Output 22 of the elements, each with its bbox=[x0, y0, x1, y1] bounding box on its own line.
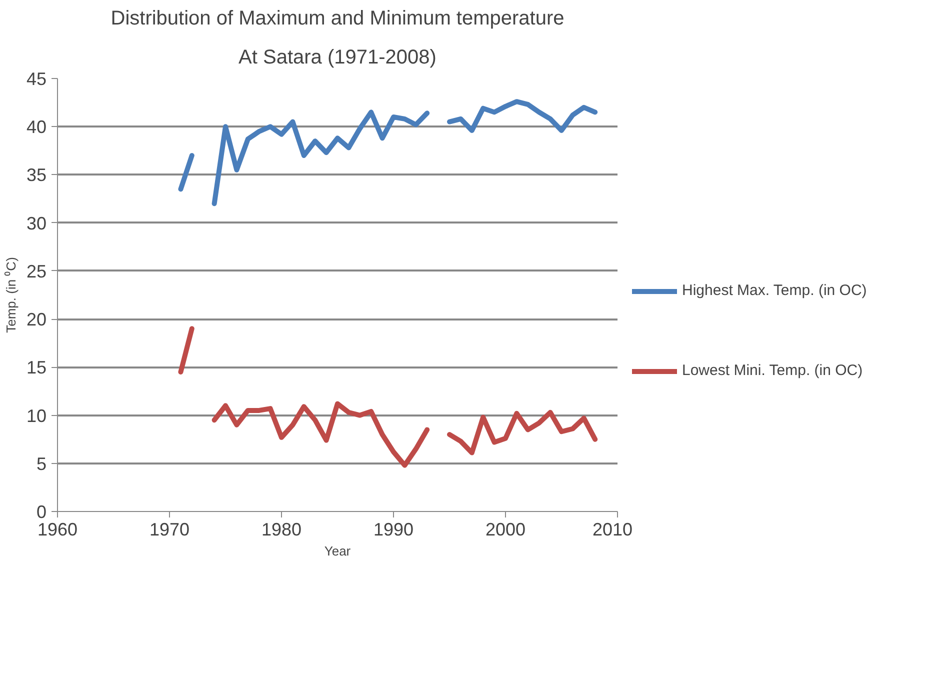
x-tick-label: 1970 bbox=[149, 520, 190, 540]
x-tick-label: 2010 bbox=[592, 520, 633, 540]
legend-label: Highest Max. Temp. (in OC) bbox=[682, 282, 867, 299]
y-tick-label: 20 bbox=[26, 310, 47, 330]
y-tick-label: 10 bbox=[26, 406, 47, 426]
y-tick-label: 5 bbox=[36, 454, 47, 474]
y-tick-label: 35 bbox=[26, 165, 47, 186]
chart-subtitle: At Satara (1971-2008) bbox=[238, 46, 436, 68]
chart-title: Distribution of Maximum and Minimum temperature bbox=[110, 8, 564, 30]
y-tick-label: 25 bbox=[26, 261, 47, 282]
y-tick-label: 0 bbox=[36, 502, 47, 522]
y-tick-label: 30 bbox=[26, 213, 47, 234]
x-tick-label: 1960 bbox=[37, 520, 78, 540]
y-tick-label: 45 bbox=[26, 69, 47, 89]
y-tick-label: 15 bbox=[26, 358, 47, 378]
x-tick-label: 1980 bbox=[261, 520, 302, 540]
x-tick-label: 2000 bbox=[485, 520, 526, 540]
legend-label: Lowest Mini. Temp. (in OC) bbox=[682, 362, 863, 379]
x-axis-title: Year bbox=[324, 544, 352, 558]
y-axis-title: Temp. (in ⁰C) bbox=[3, 257, 18, 333]
x-tick-label: 1990 bbox=[373, 520, 414, 540]
y-tick-label: 40 bbox=[26, 117, 47, 138]
